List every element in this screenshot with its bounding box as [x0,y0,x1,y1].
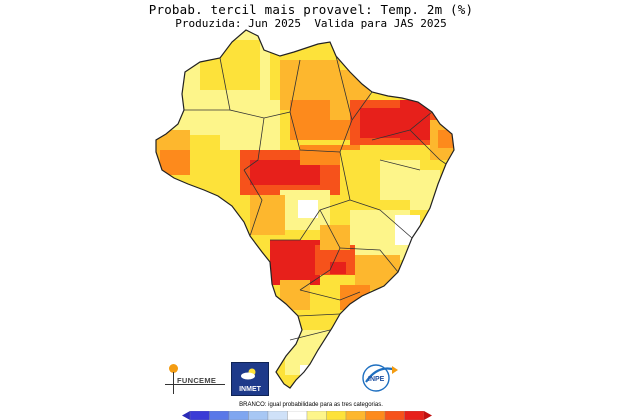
map-subtitle: Produzida: Jun 2025 Valida para JAS 2025 [0,17,622,30]
colorbar-cell [267,411,288,420]
colorbar-cell [189,411,210,420]
inmet-label: INMET [239,386,261,393]
brazil-map [155,29,455,389]
inpe-label: INPE [368,376,385,383]
cloud-sun-icon [241,368,256,380]
valid-period: Valida para JAS 2025 [314,17,447,30]
legend-note: BRANCO: igual probabilidade para as tres… [239,402,383,408]
colorbar-right-arrow [424,411,432,420]
colorbar-cell [345,411,366,420]
color-scale-bar [182,411,432,420]
produced-date: Produzida: Jun 2025 [175,17,302,30]
colorbar-cell [384,411,405,420]
inmet-logo: INMET [231,362,269,396]
sun-icon [169,364,178,373]
colorbar-cell [209,411,230,420]
colorbar-cell [326,411,347,420]
inpe-logo: INPE [362,364,398,392]
colorbar-cell [365,411,386,420]
funceme-logo: FUNCEME [163,362,233,394]
colorbar-cell [404,411,425,420]
colorbar-cell [248,411,269,420]
colorbar-left-arrow [182,411,190,420]
colorbar-cell [228,411,249,420]
map-title: Probab. tercil mais provavel: Temp. 2m (… [148,2,474,17]
colorbar-cell [306,411,327,420]
colorbar-cell [287,411,308,420]
funceme-label: FUNCEME [177,376,217,385]
